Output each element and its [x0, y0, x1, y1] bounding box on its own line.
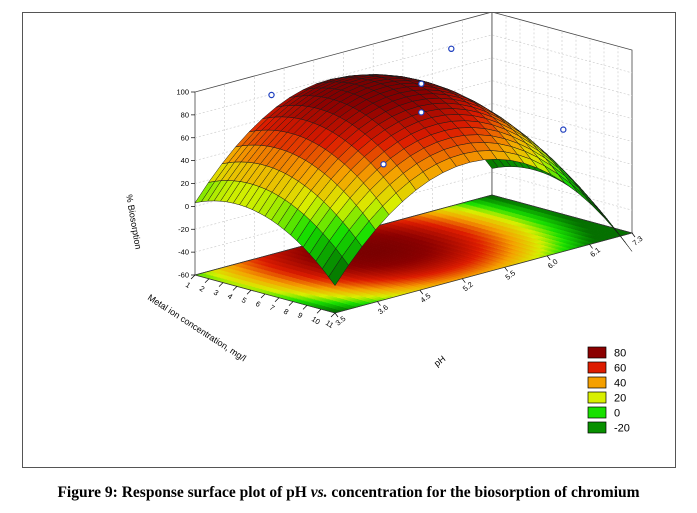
y-tick-mark	[631, 232, 636, 238]
design-point	[418, 80, 425, 88]
x-tick-label: 8	[282, 307, 290, 317]
y-tick-mark	[419, 289, 424, 295]
z-axis-title: % Biosorption	[124, 194, 143, 250]
legend-label: 60	[614, 363, 626, 375]
x-tick-mark	[302, 305, 308, 310]
surface-cell	[611, 225, 633, 252]
gridline	[194, 126, 633, 207]
x-tick-label: 3	[212, 288, 220, 298]
x-tick-label: 9	[296, 311, 304, 321]
design-point	[268, 91, 275, 99]
x-tick-label: 10	[310, 314, 322, 326]
caption-tail: concentration for the biosorption of chr…	[327, 484, 640, 501]
z-tick-label: -20	[178, 225, 189, 234]
x-tick-mark	[204, 278, 210, 284]
legend-label: 80	[614, 348, 626, 360]
y-axis-title: pH	[432, 354, 447, 369]
y-tick-label: 4.5	[419, 291, 433, 305]
y-tick-label: 3.6	[376, 303, 390, 317]
x-tick-mark	[316, 308, 322, 314]
legend-swatch	[587, 421, 607, 434]
z-axis-ticks: 100 80 60 40 20 0 -20 -40 -60	[176, 88, 195, 280]
y-tick-mark	[589, 244, 593, 249]
x-tick-mark	[288, 301, 294, 306]
z-tick-label: -40	[178, 248, 189, 257]
z-tick-label: 60	[181, 133, 189, 142]
z-tick-label: 80	[181, 110, 189, 119]
y-tick-label: 6.1	[588, 245, 602, 259]
legend-label: 40	[614, 378, 626, 390]
x-tick-mark	[218, 282, 224, 287]
y-tick-label: 5.2	[461, 280, 475, 294]
legend-swatch	[587, 346, 607, 359]
y-tick-mark	[334, 312, 339, 318]
caption-vs: vs.	[310, 484, 328, 501]
z-tick-label: 20	[181, 179, 189, 188]
legend-swatch	[587, 376, 607, 389]
legend-label: 0	[614, 408, 620, 420]
response-surface	[194, 74, 633, 287]
response-surface-plot: 100 80 60 40 20 0 -20 -40 -60 1 2 3 4 5 6 7 8 9 10 11 3.5 3…	[124, 13, 645, 435]
y-tick-mark	[462, 278, 466, 283]
y-tick-label: 7.3	[631, 234, 645, 248]
legend-swatch	[587, 361, 607, 374]
z-tick-label: -60	[178, 271, 189, 280]
x-tick-mark	[330, 312, 336, 318]
design-point	[418, 109, 425, 116]
y-tick-label: 6.0	[546, 257, 560, 271]
z-tick-label: 100	[176, 88, 189, 97]
gridline	[194, 80, 633, 161]
x-tick-label: 7	[268, 303, 276, 313]
design-points	[268, 45, 567, 168]
legend-label: 20	[614, 393, 626, 405]
x-tick-mark	[190, 274, 196, 280]
x-axis-title: Metal ion concentration, mg/l	[146, 292, 248, 363]
y-tick-mark	[504, 267, 508, 272]
x-tick-mark	[232, 286, 238, 291]
design-point	[448, 45, 455, 53]
x-tick-label: 11	[324, 318, 335, 330]
figure-frame: 100 80 60 40 20 0 -20 -40 -60 1 2 3 4 5 6 7 8 9 10 11 3.5 3…	[22, 12, 676, 468]
gridline	[194, 148, 633, 230]
legend: 80 60 40 20 0 -20	[587, 346, 630, 435]
design-point	[560, 126, 567, 133]
x-tick-mark	[260, 293, 266, 299]
x-tick-label: 2	[198, 284, 206, 294]
gridline	[194, 103, 633, 184]
caption-lead: Figure 9: Response surface plot of pH	[57, 484, 311, 501]
x-tick-label: 1	[184, 280, 192, 290]
x-tick-label: 5	[240, 295, 248, 305]
legend-label: -20	[614, 423, 630, 435]
x-axis-ticks: 1 2 3 4 5 6 7 8 9 10 11	[184, 274, 336, 330]
x-tick-mark	[246, 289, 252, 295]
design-point	[380, 161, 387, 168]
legend-swatch	[587, 391, 607, 404]
x-tick-mark	[274, 297, 280, 303]
y-tick-label: 5.5	[503, 268, 517, 282]
x-tick-label: 4	[226, 292, 234, 302]
y-tick-label: 3.5	[334, 314, 348, 328]
x-tick-label: 6	[254, 299, 262, 309]
gridline	[194, 57, 633, 139]
y-tick-mark	[546, 255, 551, 261]
z-tick-label: 40	[181, 156, 189, 165]
gridline	[194, 34, 633, 116]
y-tick-mark	[377, 301, 381, 306]
legend-swatch	[587, 406, 607, 419]
z-tick-label: 0	[185, 202, 189, 211]
figure-caption: Figure 9: Response surface plot of pH vs…	[0, 484, 697, 502]
